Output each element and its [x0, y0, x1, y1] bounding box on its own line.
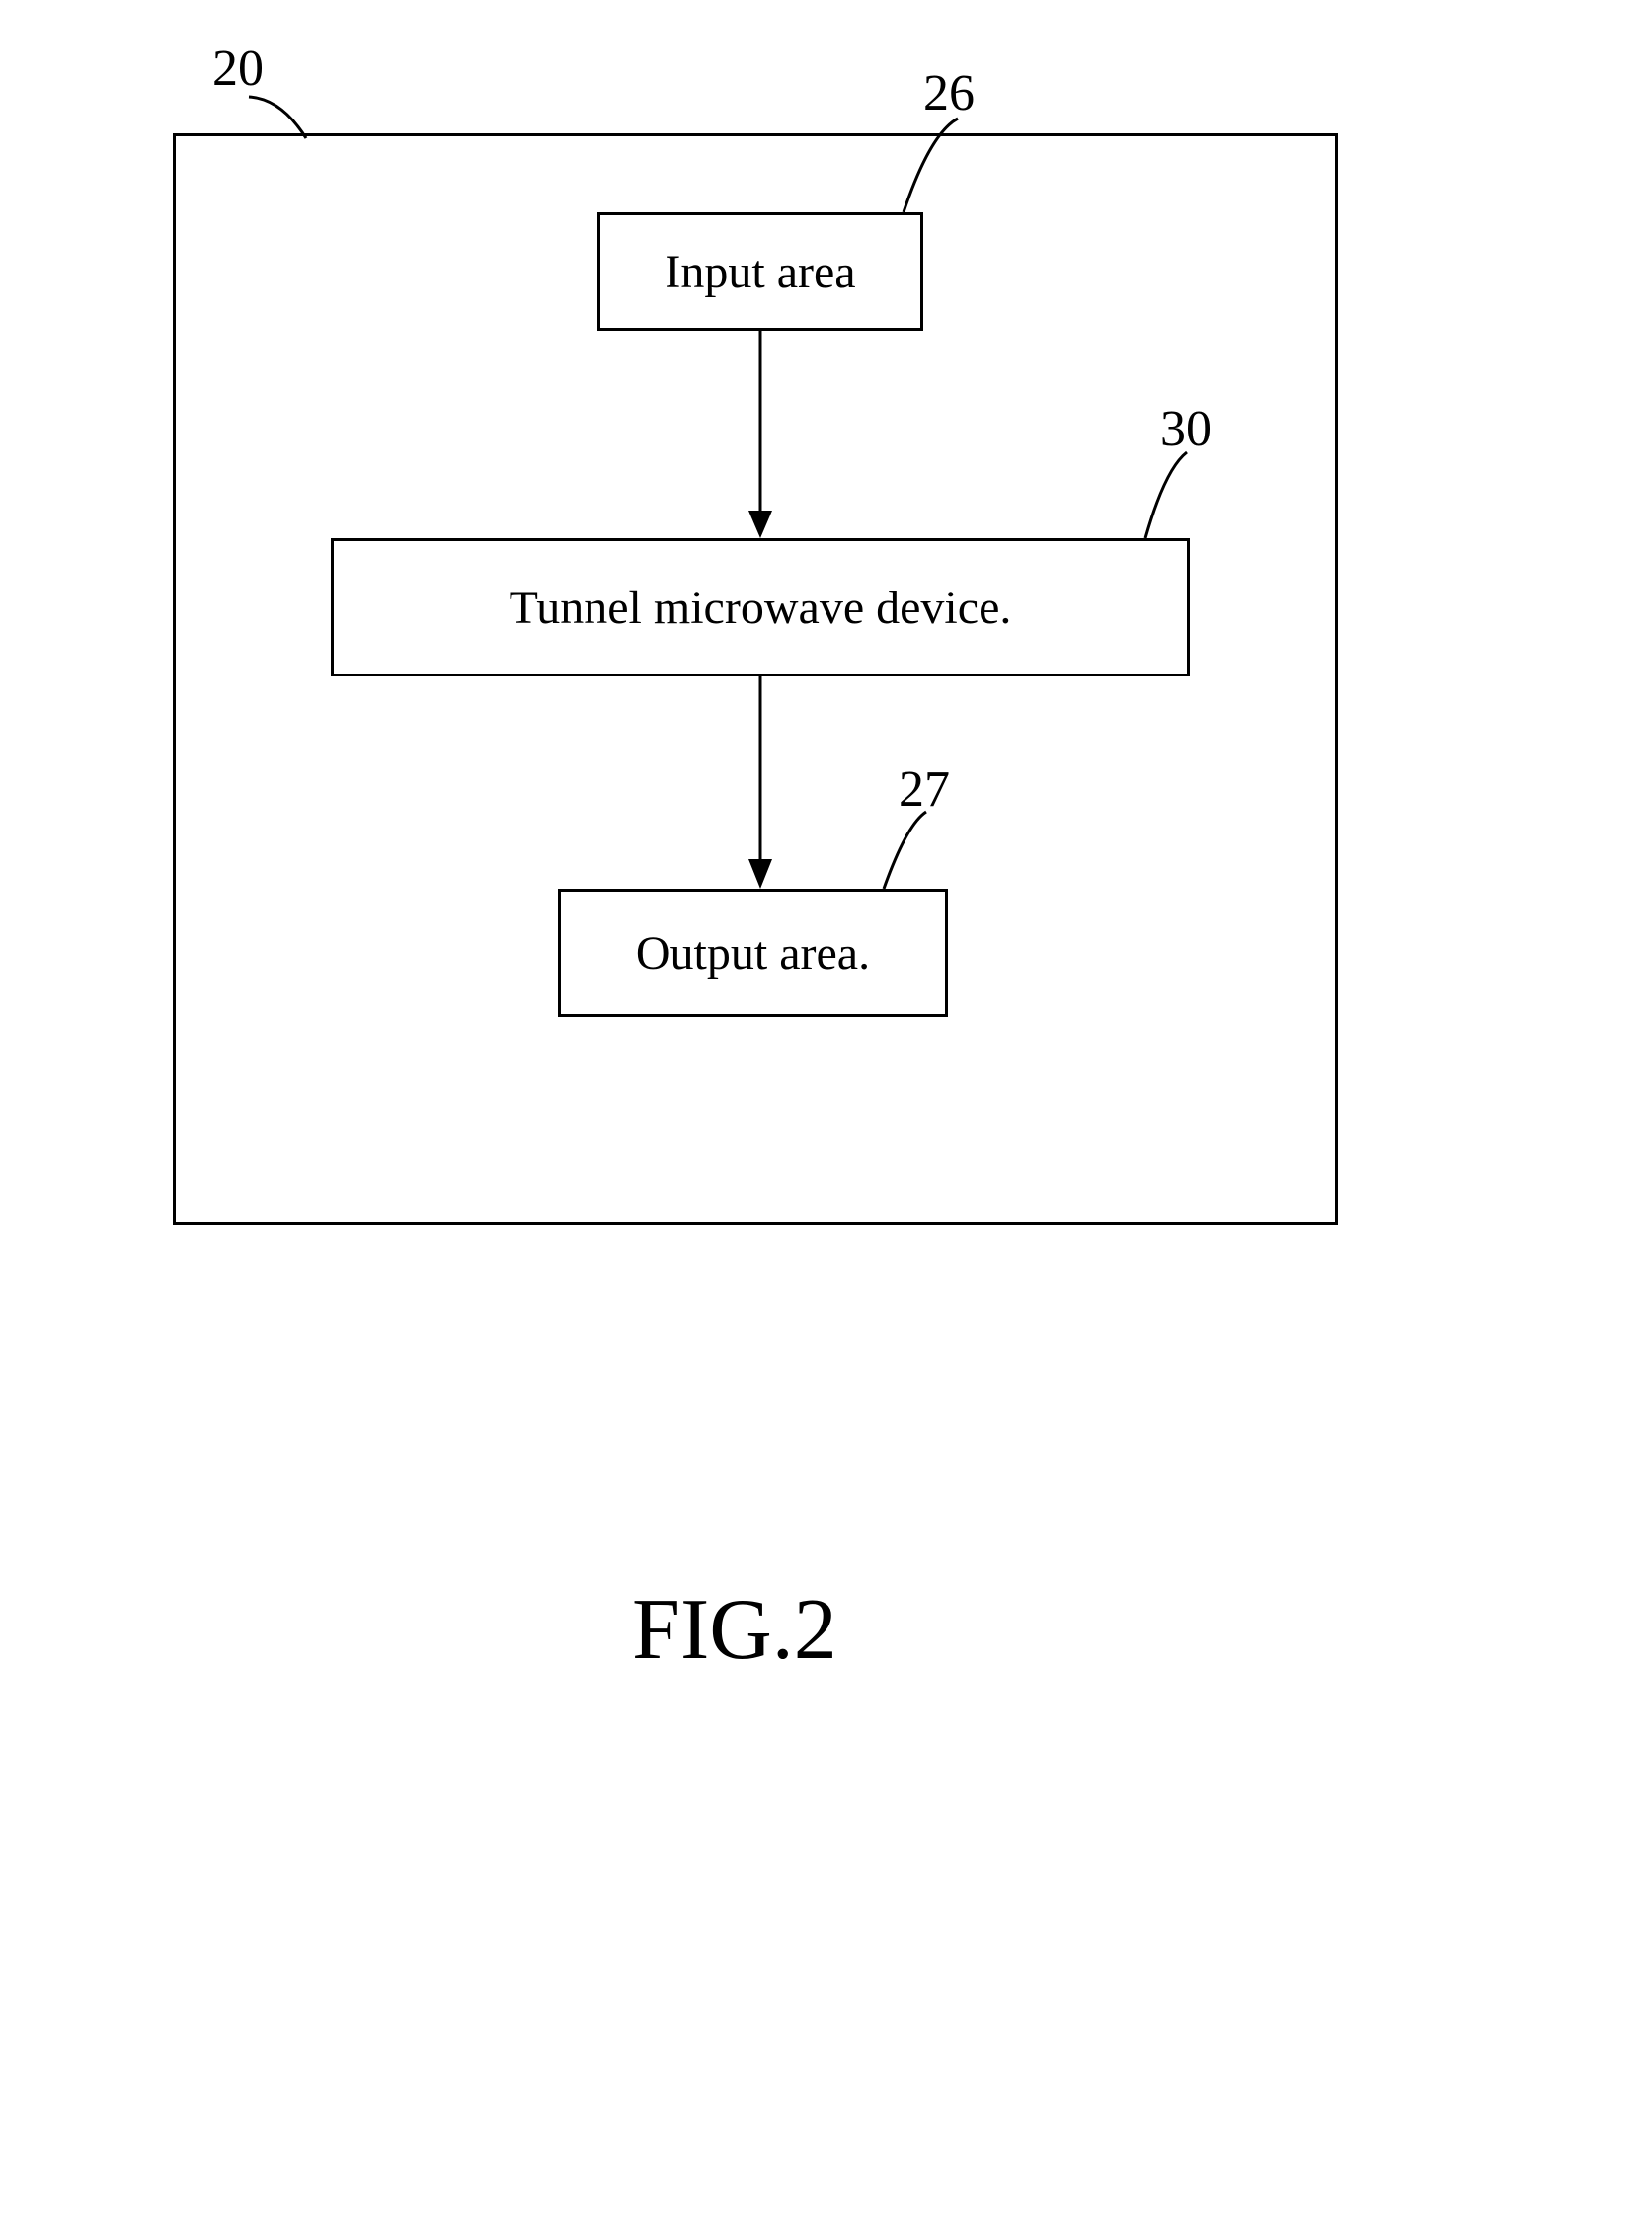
output-area-label: Output area.	[636, 926, 870, 981]
tunnel-device-label: Tunnel microwave device.	[510, 581, 1012, 635]
ref-label-26: 26	[923, 64, 975, 122]
ref-label-30: 30	[1160, 400, 1212, 458]
ref-label-20: 20	[212, 40, 264, 98]
input-area-node: Input area	[597, 212, 923, 331]
figure-caption: FIG.2	[632, 1580, 837, 1680]
input-area-label: Input area	[665, 245, 855, 299]
tunnel-device-node: Tunnel microwave device.	[331, 538, 1190, 676]
output-area-node: Output area.	[558, 889, 948, 1017]
ref-label-27: 27	[899, 760, 950, 819]
